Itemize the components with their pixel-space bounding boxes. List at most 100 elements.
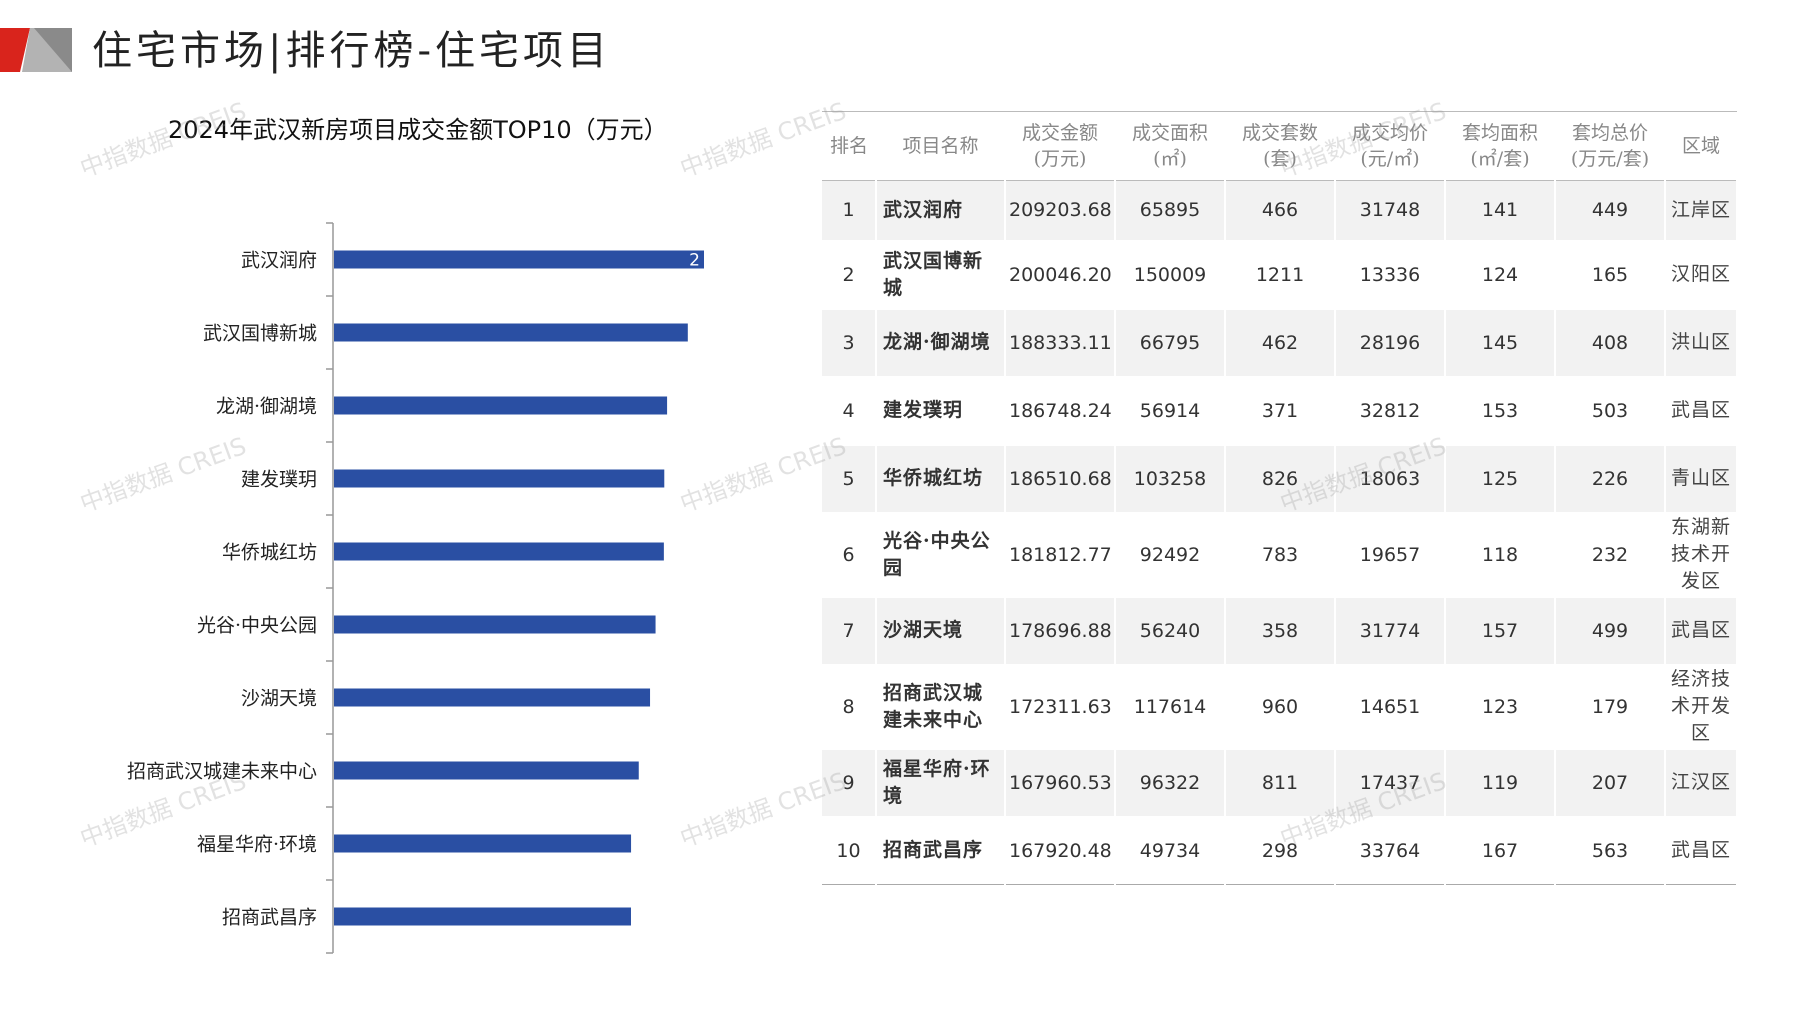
table-cell-rank: 6 (822, 512, 877, 598)
table-cell-district: 青山区 (1665, 444, 1738, 514)
category-label: 招商武昌序 (222, 907, 317, 929)
table-cell-units: 1211 (1225, 240, 1336, 310)
table-cell-avg-total: 503 (1555, 376, 1666, 446)
table-cell-avg-total: 408 (1555, 308, 1666, 378)
table-cell-price: 19657 (1335, 512, 1446, 598)
table-cell-price: 32812 (1335, 376, 1446, 446)
column-header-line: 排名 (829, 135, 868, 157)
table-cell-avg-total: 232 (1555, 512, 1666, 598)
table-cell-amount: 167920.48 (1005, 816, 1116, 885)
table-cell-rank: 10 (822, 816, 877, 885)
bar (334, 834, 632, 853)
column-header-line: 成交金额 (1021, 122, 1098, 144)
column-header: 区域 (1665, 111, 1737, 181)
table-cell-avg-total: 226 (1555, 444, 1666, 514)
category-label: 沙湖天境 (241, 688, 317, 710)
table-cell-avg-total: 499 (1555, 596, 1666, 666)
table-cell-district: 武昌区 (1665, 376, 1738, 446)
column-header-line: 成交面积 (1131, 122, 1208, 144)
table-cell-amount: 178696.88 (1005, 596, 1116, 666)
table-cell-rank: 8 (822, 664, 877, 750)
table-cell-price: 31748 (1335, 180, 1446, 242)
bar (334, 907, 631, 926)
table-cell-units: 783 (1225, 512, 1336, 598)
table-row: 3 龙湖·御湖境 188333.11 66795 462 28196 145 408 洪山区 (822, 308, 1738, 378)
column-header-line: (㎡/套) (1470, 148, 1530, 170)
table-cell-units: 826 (1225, 444, 1336, 514)
column-header-line: 套均面积 (1461, 122, 1538, 144)
table-cell-price: 31774 (1335, 596, 1446, 666)
table-cell-avg-area: 167 (1445, 816, 1556, 885)
table-row: 4 建发璞玥 186748.24 56914 371 32812 153 503 武昌区 (822, 376, 1738, 446)
category-label: 龙湖·御湖境 (216, 396, 317, 418)
category-label: 福星华府·环境 (197, 834, 317, 856)
table-cell-district: 江岸区 (1665, 180, 1738, 242)
column-header-line: 区域 (1681, 135, 1720, 157)
table-cell-rank: 3 (822, 308, 877, 378)
table-cell-rank: 4 (822, 376, 877, 446)
category-label: 光谷·中央公园 (197, 615, 317, 637)
table-cell-name: 光谷·中央公园 (876, 512, 1006, 598)
column-header-line: (万元/套) (1570, 148, 1650, 170)
table-cell-district: 武昌区 (1665, 596, 1738, 666)
table-cell-rank: 9 (822, 748, 877, 818)
table-cell-avg-total: 449 (1555, 180, 1666, 242)
bar (334, 250, 704, 269)
column-header-line: 成交均价 (1351, 122, 1428, 144)
table-cell-area: 56914 (1115, 376, 1226, 446)
column-header: 套均总价 (万元/套) (1555, 111, 1665, 181)
table-cell-amount: 209203.68 (1005, 180, 1116, 242)
table-cell-units: 358 (1225, 596, 1336, 666)
brand-logo-icon (0, 28, 72, 72)
table-row: 7 沙湖天境 178696.88 56240 358 31774 157 499 武昌区 (822, 596, 1738, 666)
table-cell-units: 298 (1225, 816, 1336, 885)
table-cell-amount: 186510.68 (1005, 444, 1116, 514)
table-cell-units: 462 (1225, 308, 1336, 378)
table-cell-rank: 7 (822, 596, 877, 666)
table-cell-avg-area: 145 (1445, 308, 1556, 378)
table-cell-avg-total: 207 (1555, 748, 1666, 818)
table-cell-amount: 200046.20 (1005, 240, 1116, 310)
table-cell-area: 56240 (1115, 596, 1226, 666)
table-cell-district: 洪山区 (1665, 308, 1738, 378)
table-cell-district: 江汉区 (1665, 748, 1738, 818)
table-header-row: 排名 项目名称 成交金额 (万元) 成交面积 (㎡) 成交套数 (套) 成交均价 (元/㎡) 套均面… (822, 111, 1737, 181)
table-cell-avg-area: 119 (1445, 748, 1556, 818)
table-cell-price: 17437 (1335, 748, 1446, 818)
table-cell-avg-area: 125 (1445, 444, 1556, 514)
table-cell-units: 960 (1225, 664, 1336, 750)
category-label: 华侨城红坊 (222, 542, 317, 564)
category-label: 武汉润府 (241, 250, 317, 272)
table-cell-name: 福星华府·环境 (876, 748, 1006, 818)
table-cell-avg-area: 124 (1445, 240, 1556, 310)
column-header: 成交均价 (元/㎡) (1335, 111, 1445, 181)
table-cell-amount: 172311.63 (1005, 664, 1116, 750)
bar (334, 761, 639, 780)
table-cell-price: 14651 (1335, 664, 1446, 750)
column-header-line: 项目名称 (902, 135, 979, 157)
bar (334, 542, 664, 561)
table-cell-area: 66795 (1115, 308, 1226, 378)
table-cell-district: 东湖新技术开发区 (1665, 512, 1738, 598)
table-cell-area: 117614 (1115, 664, 1226, 750)
column-header: 成交金额 (万元) (1005, 111, 1115, 181)
bar-chart: 武汉润府 2 武汉国博新城龙湖·御湖境建发璞玥华侨城红坊光谷·中央公园沙湖天境招商武… (127, 222, 704, 954)
table-cell-district: 汉阳区 (1665, 240, 1738, 310)
table-cell-avg-area: 153 (1445, 376, 1556, 446)
table-cell-avg-area: 123 (1445, 664, 1556, 750)
table-cell-rank: 1 (822, 180, 877, 242)
table-cell-name: 建发璞玥 (876, 376, 1006, 446)
table-cell-area: 92492 (1115, 512, 1226, 598)
table-cell-name: 龙湖·御湖境 (876, 308, 1006, 378)
table-cell-amount: 188333.11 (1005, 308, 1116, 378)
table-cell-price: 33764 (1335, 816, 1446, 885)
column-header: 成交面积 (㎡) (1115, 111, 1225, 181)
column-header: 项目名称 (876, 111, 1005, 181)
table-cell-avg-total: 165 (1555, 240, 1666, 310)
table-cell-name: 武汉国博新城 (876, 240, 1006, 310)
table-cell-units: 811 (1225, 748, 1336, 818)
table-cell-avg-total: 179 (1555, 664, 1666, 750)
table-cell-area: 49734 (1115, 816, 1226, 885)
table-cell-price: 18063 (1335, 444, 1446, 514)
table-row: 9 福星华府·环境 167960.53 96322 811 17437 119 207 江汉区 (822, 748, 1738, 818)
